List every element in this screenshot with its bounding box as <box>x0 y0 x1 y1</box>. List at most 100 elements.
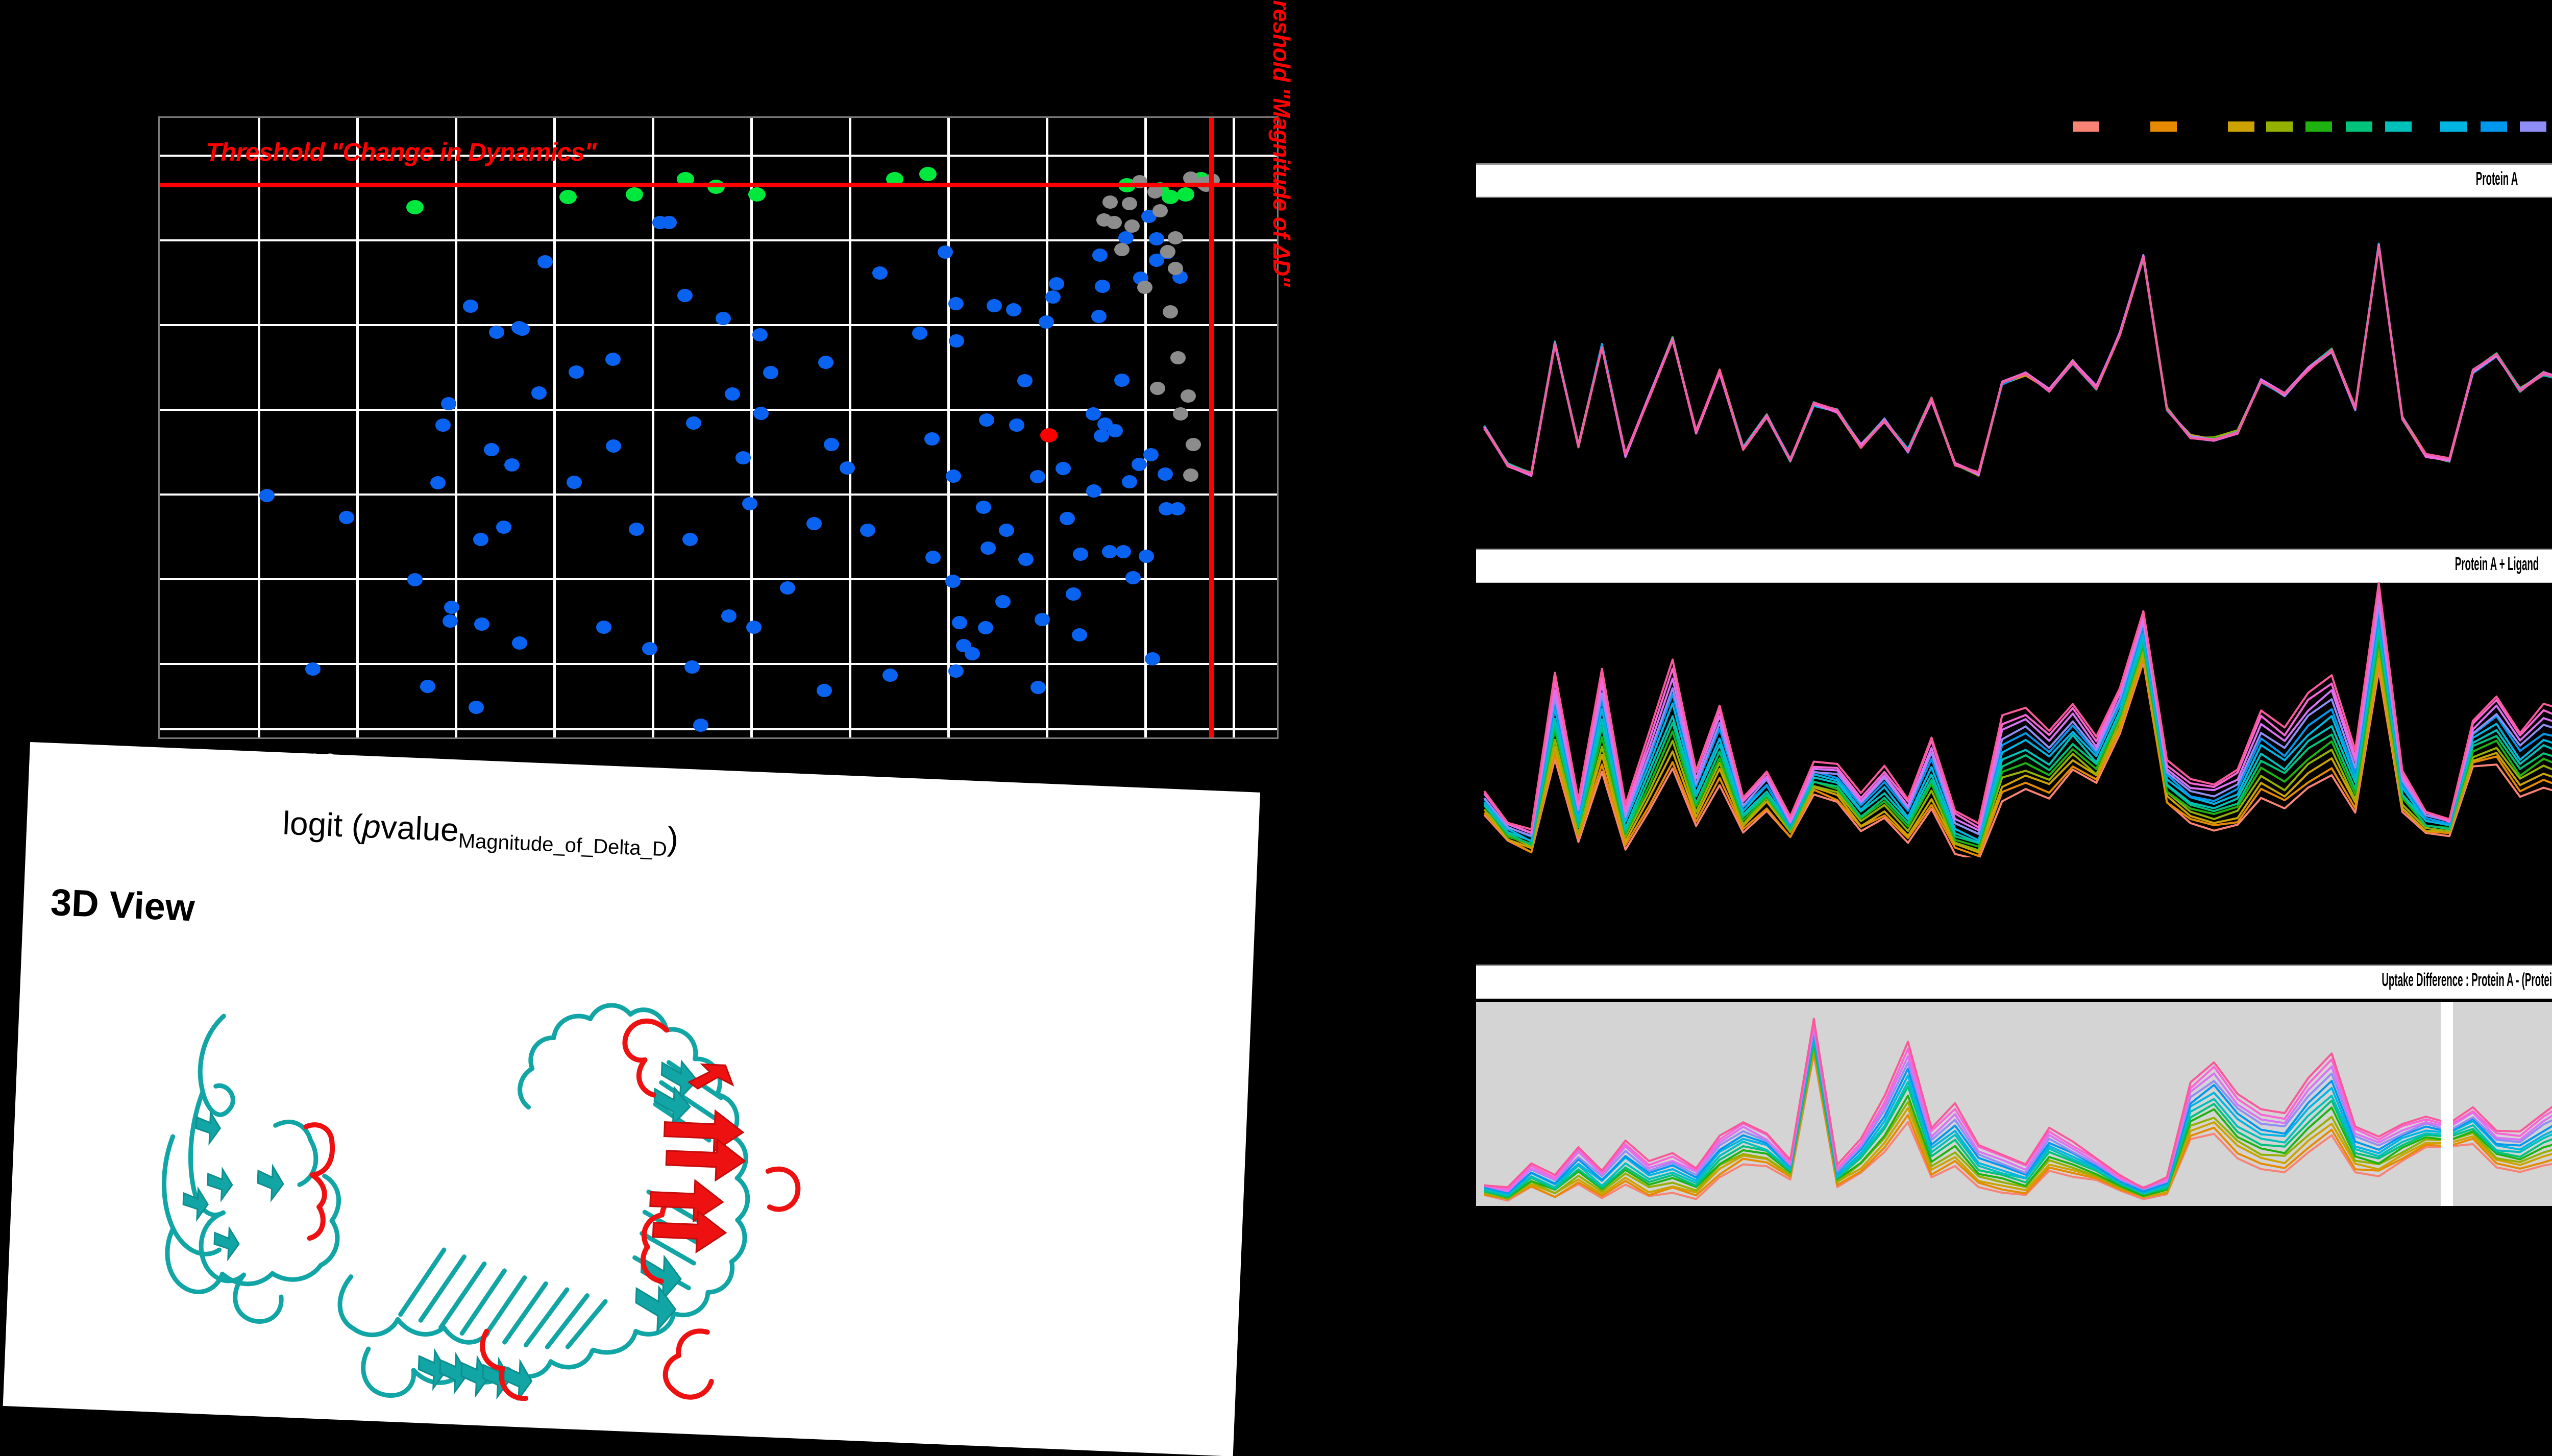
scatter-point[interactable] <box>1121 475 1137 488</box>
scatter-point[interactable] <box>919 167 937 181</box>
scatter-point[interactable] <box>606 439 622 453</box>
scatter-point[interactable] <box>742 497 758 510</box>
scatter-point[interactable] <box>945 469 961 483</box>
scatter-point[interactable] <box>511 636 527 650</box>
scatter-point[interactable] <box>948 297 964 311</box>
scatter-point[interactable] <box>1118 231 1134 244</box>
scatter-point[interactable] <box>693 719 708 732</box>
scatter-point[interactable] <box>1177 187 1194 202</box>
legend-swatch[interactable] <box>2481 121 2507 132</box>
scatter-point[interactable] <box>1072 548 1088 561</box>
uptake-trace-protein-a[interactable] <box>1470 199 2552 485</box>
scatter-point[interactable] <box>1114 373 1130 387</box>
uptake-legend[interactable] <box>1470 121 2552 135</box>
scatter-point[interactable] <box>995 595 1011 608</box>
scatter-point[interactable] <box>839 461 855 475</box>
scatter-point[interactable] <box>1181 389 1196 403</box>
scatter-point[interactable] <box>1168 262 1183 275</box>
scatter-point[interactable] <box>721 609 737 623</box>
scatter-point[interactable] <box>1030 681 1046 694</box>
scatter-point[interactable] <box>444 601 459 614</box>
scatter-point[interactable] <box>473 533 489 547</box>
uptake-trace-protein-a-ligand[interactable] <box>1470 582 2552 857</box>
scatter-point[interactable] <box>1045 290 1061 304</box>
scatter-point[interactable] <box>1006 303 1022 317</box>
scatter-point[interactable] <box>978 621 994 634</box>
scatter-point[interactable] <box>1091 309 1107 323</box>
scatter-point[interactable] <box>1124 219 1140 233</box>
scatter-point[interactable] <box>824 437 840 451</box>
scatter-point[interactable] <box>1093 429 1109 443</box>
scatter-point[interactable] <box>1160 245 1175 258</box>
scatter-point[interactable] <box>626 187 643 202</box>
scatter-point[interactable] <box>1065 587 1081 601</box>
scatter-point[interactable] <box>1163 305 1178 318</box>
scatter-point[interactable] <box>806 516 822 530</box>
scatter-point[interactable] <box>1168 231 1183 244</box>
scatter-point[interactable] <box>1034 613 1050 627</box>
scatter-point[interactable] <box>566 475 582 489</box>
scatter-point[interactable] <box>652 216 668 229</box>
scatter-point[interactable] <box>496 520 512 534</box>
scatter-point[interactable] <box>469 701 484 714</box>
scatter-point[interactable] <box>816 684 832 698</box>
scatter-point[interactable] <box>1114 243 1130 256</box>
scatter-point[interactable] <box>435 418 451 432</box>
scatter-point[interactable] <box>1040 428 1058 442</box>
scatter-point[interactable] <box>753 406 769 420</box>
scatter-point[interactable] <box>998 523 1014 537</box>
scatter-point[interactable] <box>1122 197 1137 210</box>
three-d-view-card[interactable]: logit (pvalueMagnitude_of_Delta_D) 3D Vi… <box>3 743 1260 1456</box>
scatter-point[interactable] <box>474 618 489 631</box>
scatter-point[interactable] <box>746 620 762 634</box>
scatter-point[interactable] <box>952 616 968 630</box>
legend-swatch[interactable] <box>2346 121 2372 132</box>
scatter-point[interactable] <box>1132 458 1147 472</box>
scatter-point[interactable] <box>1183 468 1198 482</box>
scatter-point[interactable] <box>1071 628 1087 642</box>
scatter-point[interactable] <box>1009 418 1024 432</box>
scatter-point[interactable] <box>259 489 275 502</box>
scatter-point[interactable] <box>1147 185 1163 199</box>
volcano-plot-area[interactable]: Threshold "Change in Dynamics" Threshold… <box>158 0 1295 739</box>
scatter-point[interactable] <box>1107 424 1123 437</box>
scatter-point[interactable] <box>1048 277 1064 290</box>
legend-swatch[interactable] <box>2440 121 2467 132</box>
scatter-point[interactable] <box>1085 407 1101 421</box>
uptake-trace-difference[interactable] <box>1470 1002 2552 1206</box>
scatter-point[interactable] <box>925 551 941 564</box>
legend-swatch[interactable] <box>2519 121 2546 132</box>
scatter-point[interactable] <box>1137 281 1152 294</box>
scatter-point[interactable] <box>339 511 355 525</box>
scatter-point[interactable] <box>629 523 645 536</box>
scatter-point[interactable] <box>441 397 457 410</box>
scatter-point[interactable] <box>860 524 875 537</box>
scatter-point[interactable] <box>677 289 693 303</box>
scatter-point[interactable] <box>1138 550 1154 563</box>
scatter-point[interactable] <box>1092 249 1108 262</box>
scatter-point[interactable] <box>715 312 731 326</box>
scatter-point[interactable] <box>763 365 778 379</box>
scatter-point[interactable] <box>979 413 995 427</box>
scatter-point[interactable] <box>305 662 321 676</box>
scatter-point[interactable] <box>1107 216 1122 229</box>
scatter-point[interactable] <box>748 187 766 202</box>
legend-swatch[interactable] <box>2266 121 2293 132</box>
scatter-point[interactable] <box>1018 553 1034 566</box>
scatter-point[interactable] <box>882 669 898 682</box>
scatter-point[interactable] <box>489 326 504 339</box>
legend-swatch[interactable] <box>2228 121 2254 132</box>
scatter-point[interactable] <box>463 300 479 313</box>
legend-swatch[interactable] <box>2150 121 2177 132</box>
scatter-point[interactable] <box>724 387 740 401</box>
uptake-plots-panel[interactable]: Protein A Protein A + Ligand Uptake Diff… <box>1470 0 2552 1387</box>
scatter-point[interactable] <box>912 326 927 340</box>
scatter-point[interactable] <box>1055 461 1071 475</box>
scatter-point[interactable] <box>420 679 435 693</box>
scatter-point[interactable] <box>1029 470 1045 483</box>
scatter-point[interactable] <box>504 458 520 472</box>
scatter-point[interactable] <box>537 255 553 268</box>
scatter-point[interactable] <box>596 620 611 634</box>
scatter-point[interactable] <box>1186 438 1201 451</box>
scatter-point[interactable] <box>682 533 698 547</box>
